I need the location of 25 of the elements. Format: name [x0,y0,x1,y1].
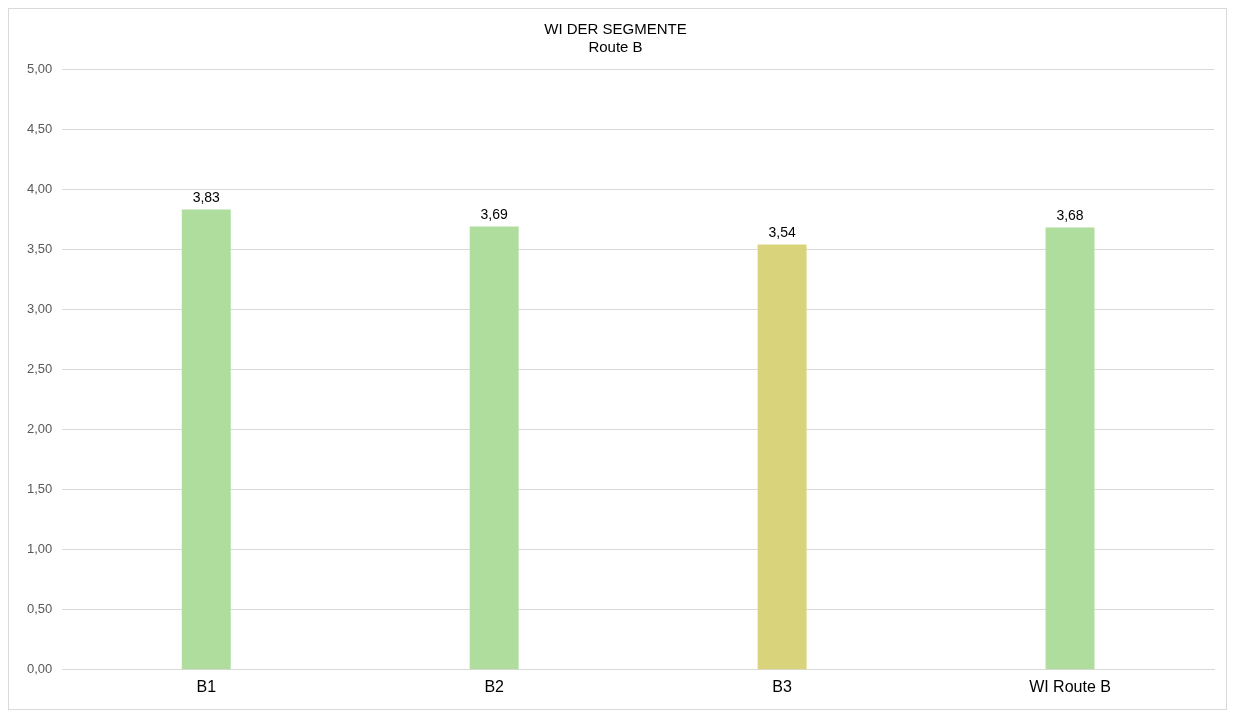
y-tick-label: 3,00 [26,300,53,316]
y-tick-label: 1,00 [26,541,53,557]
chart-title: WI DER SEGMENTE [544,20,687,38]
y-tick-label: 4,00 [26,180,53,196]
chart-subtitle: Route B [588,38,643,56]
y-tick-label: 4,50 [26,120,53,136]
data-label: 3,68 [1056,207,1084,224]
x-tick-label: B2 [484,677,505,695]
bar [181,209,231,670]
x-tick-label: B1 [196,677,217,695]
y-tick-label: 1,50 [26,481,53,497]
bar [469,226,519,670]
y-tick-label: 2,00 [26,421,53,437]
data-label: 3,69 [480,206,509,223]
y-tick-label: 5,00 [26,60,53,76]
bar [757,244,807,670]
y-tick-label: 3,50 [26,240,53,256]
data-label: 3,83 [192,189,221,206]
y-tick-label: 0,00 [26,661,53,677]
bar [1045,227,1095,670]
y-tick-label: 0,50 [26,601,53,617]
data-label: 3,54 [768,224,796,241]
x-tick-label: WI Route B [1029,677,1111,695]
y-tick-label: 2,50 [26,360,53,376]
x-tick-label: B3 [772,677,792,695]
